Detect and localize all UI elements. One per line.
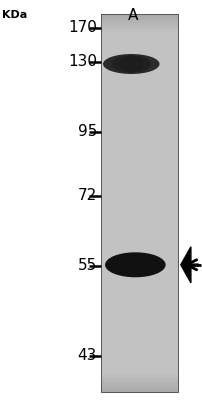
Text: KDa: KDa xyxy=(2,10,27,20)
Text: 72: 72 xyxy=(78,188,97,204)
Ellipse shape xyxy=(116,254,155,276)
Ellipse shape xyxy=(125,256,146,274)
Bar xyxy=(101,14,178,392)
Text: 130: 130 xyxy=(68,54,97,70)
Ellipse shape xyxy=(105,252,166,277)
Polygon shape xyxy=(181,247,191,283)
Text: 170: 170 xyxy=(68,20,97,36)
Ellipse shape xyxy=(103,54,160,74)
Text: A: A xyxy=(128,8,139,23)
Ellipse shape xyxy=(112,55,151,73)
Text: 55: 55 xyxy=(78,258,97,274)
Text: 95: 95 xyxy=(78,124,97,140)
Ellipse shape xyxy=(120,56,143,72)
Text: 43: 43 xyxy=(78,348,97,364)
